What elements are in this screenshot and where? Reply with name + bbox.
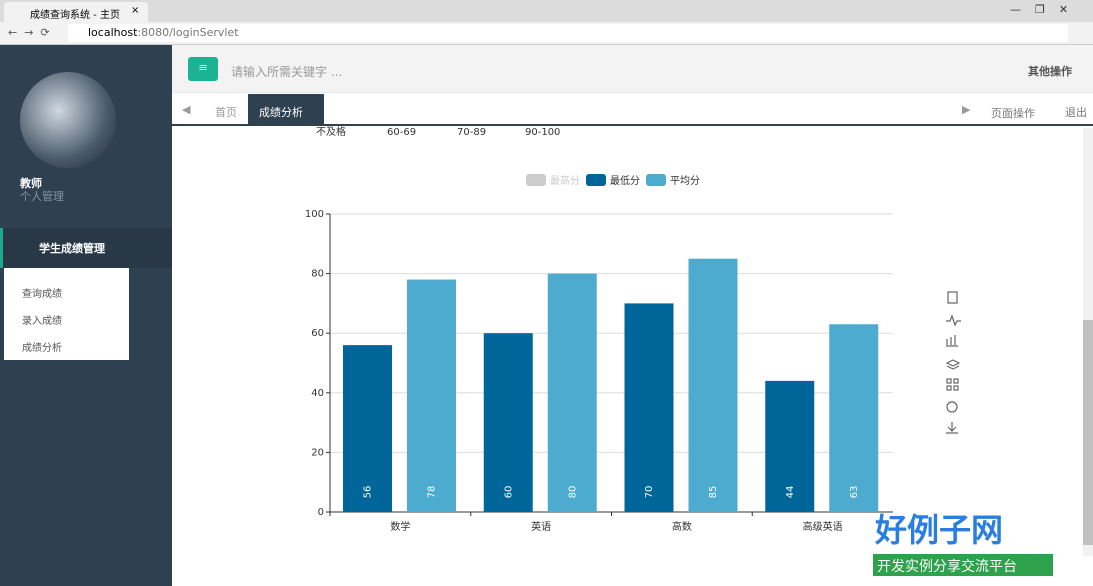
bar-value-label: 78 <box>427 486 438 499</box>
logout[interactable]: 退出 <box>1065 106 1087 119</box>
grade-range: 70-89 <box>457 127 486 138</box>
menu-toggle[interactable]: ≡ <box>188 57 218 81</box>
toolbox[interactable] <box>945 291 961 434</box>
y-tick-label: 60 <box>311 328 324 339</box>
page-actions[interactable]: 页面操作 <box>991 107 1035 120</box>
header: ≡ 请输入所需关键字 ... 其他操作 <box>172 45 1093 93</box>
tab[interactable]: 首页 <box>215 106 237 119</box>
scrollbar[interactable] <box>1083 128 1093 556</box>
tab-close[interactable]: × <box>131 5 140 16</box>
tab-bar: ◀ 首页 成绩分析 ▶ 页面操作 退出 <box>172 94 1093 126</box>
bar <box>624 303 674 512</box>
bar-value-label: 80 <box>567 486 578 499</box>
legend-swatch[interactable] <box>646 174 666 186</box>
address-bar: ← → ⟳ localhost:8080/loginServlet <box>0 22 1093 45</box>
tab-prev[interactable]: ◀ <box>182 103 191 116</box>
grade-range: 60-69 <box>387 127 416 138</box>
watermark-subtitle: 开发实例分享交流平台 <box>873 554 1053 576</box>
legend-label[interactable]: 最低分 <box>610 174 640 187</box>
bar-value-label: 63 <box>849 486 860 499</box>
url-host: localhost <box>88 26 138 39</box>
legend-label[interactable]: 最高分 <box>550 174 580 187</box>
submenu-item[interactable]: 查询成绩 <box>22 289 62 300</box>
tab-active[interactable]: 成绩分析 <box>248 94 324 126</box>
y-tick-label: 20 <box>311 447 324 458</box>
bar <box>407 279 456 512</box>
bar <box>688 258 738 512</box>
bar-value-label: 70 <box>644 486 655 499</box>
browser-tab[interactable]: 成绩查询系统 - 主页 <box>4 2 148 22</box>
window-controls[interactable]: — ❐ ✕ <box>1010 3 1069 16</box>
y-tick-label: 40 <box>311 388 324 399</box>
legend-swatch[interactable] <box>586 174 606 186</box>
submenu-item[interactable]: 录入成绩 <box>22 316 62 327</box>
tab-strip: 成绩查询系统 - 主页 × — ❐ ✕ <box>0 0 1093 22</box>
search-box[interactable]: 请输入所需关键字 ... <box>231 65 343 79</box>
bar-value-label: 56 <box>363 486 374 499</box>
submenu-item[interactable]: 成绩分析 <box>22 343 62 354</box>
avatar <box>20 72 116 168</box>
watermark-title: 好例子网 <box>875 511 1004 549</box>
bar <box>343 345 392 512</box>
grade-range: 不及格 <box>316 126 346 138</box>
url-rest: :8080/loginServlet <box>137 26 239 39</box>
submenu: 查询成绩录入成绩成绩分析 <box>4 268 129 360</box>
url-field[interactable]: localhost:8080/loginServlet <box>68 24 1068 42</box>
other-actions[interactable]: 其他操作 <box>1028 65 1072 78</box>
legend-swatch[interactable] <box>526 174 546 186</box>
nav-buttons[interactable]: ← → ⟳ <box>8 26 50 39</box>
bar-value-label: 85 <box>708 486 719 499</box>
bar <box>483 333 533 512</box>
bar-value-label: 44 <box>785 486 796 499</box>
tab-next[interactable]: ▶ <box>962 103 971 116</box>
user-name: 教师 <box>20 177 42 190</box>
y-tick-label: 100 <box>305 209 324 220</box>
user-menu[interactable]: 个人管理 <box>20 190 64 203</box>
menu-section[interactable]: 学生成绩管理 <box>0 228 172 268</box>
sidebar: 教师 个人管理 学生成绩管理 查询成绩录入成绩成绩分析 <box>0 45 172 586</box>
chart: 不及格 60-69 70-89 90-100 0 20 40 60 80 100 最高分 最低分 平均分… <box>305 126 961 533</box>
legend-label[interactable]: 平均分 <box>670 175 700 187</box>
x-tick-label: 英语 <box>531 520 551 533</box>
grade-range: 90-100 <box>525 127 560 138</box>
x-tick-label: 高数 <box>672 520 692 533</box>
x-tick-label: 数学 <box>390 520 410 533</box>
bar <box>547 273 597 512</box>
bar <box>765 380 815 512</box>
x-tick-label: 高级英语 <box>803 520 843 533</box>
y-tick-label: 80 <box>311 269 324 280</box>
bar <box>829 324 879 512</box>
bar-value-label: 60 <box>503 486 514 499</box>
y-tick-label: 0 <box>318 507 324 518</box>
